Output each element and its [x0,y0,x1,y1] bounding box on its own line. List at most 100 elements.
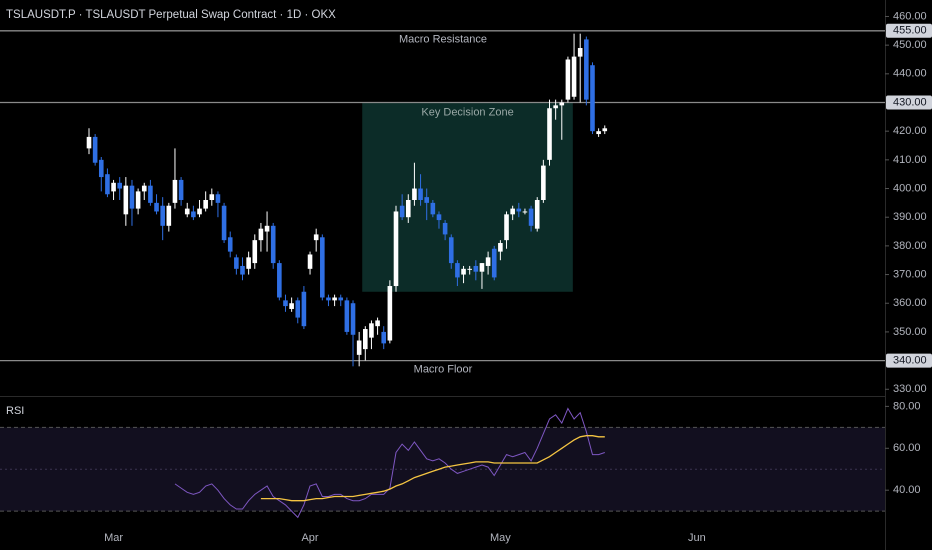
candle-body [528,208,534,226]
candle-body [129,185,135,209]
y-tick-label: 330.00 [893,383,927,395]
candle-body [135,191,141,209]
candle-body [160,205,165,226]
candle-body [184,208,190,215]
candle-body [442,222,448,235]
y-tick-label: 440.00 [893,68,927,80]
candle-body [289,303,294,309]
candle-body [338,297,344,301]
y-tick-label: 40.00 [893,484,921,496]
candle-body [461,268,466,275]
level-label-box [886,353,932,368]
level-label: 340.00 [893,354,927,366]
candle-body [559,102,565,106]
candle-body [381,331,387,344]
candle-body [350,303,356,335]
candle-body [498,243,503,252]
candle-body [491,248,497,278]
candle-body [332,297,337,301]
y-tick-label: 460.00 [893,10,927,22]
pane-title: RSI [6,405,24,417]
candle-body [123,185,129,215]
candle-body [375,320,380,327]
candle-body [264,225,270,232]
y-tick-label: 60.00 [893,442,921,454]
candle-body [252,240,258,264]
rsi-line [174,407,605,519]
candle-body [393,211,399,287]
candle-body [541,165,546,200]
candle-body [547,108,552,160]
zone-label: Key Decision Zone [421,106,513,118]
candle-body [197,208,202,215]
rsi-band [0,427,885,512]
candle-body [326,297,331,301]
candle-body [510,208,515,215]
candle-body [227,237,233,252]
level-label-box [886,23,932,38]
candle-body [424,197,429,203]
candle-body [270,225,276,264]
level-label-box [886,95,932,110]
candle-body [166,205,172,226]
candle-body [86,136,92,149]
candle-body [590,65,595,132]
candle-body [117,182,122,189]
candle-body [178,179,184,200]
candle-body [141,185,147,192]
candle-body [436,214,442,221]
candle-body [387,286,393,341]
x-tick-label: May [490,532,511,544]
candle-body [363,329,368,350]
level-label: 455.00 [893,25,927,37]
candle-body [522,211,528,213]
candle-body [405,200,411,218]
level-text: Macro Resistance [399,34,487,46]
candle-body [240,265,245,275]
candle-body [313,234,319,241]
candle-body [258,228,264,241]
y-tick-label: 400.00 [893,182,927,194]
candle-body [105,174,110,195]
y-tick-label: 370.00 [893,268,927,280]
candle-body [172,179,178,203]
candle-body [399,205,405,218]
candle-body [356,340,362,355]
candle-body [203,200,208,209]
candle-body [596,131,601,135]
x-tick-label: Mar [104,532,123,544]
candle-body [246,257,251,269]
candle-body [191,211,196,218]
candle-body [467,268,472,270]
candle-body [344,300,350,332]
candle-body [98,159,104,178]
candle-body [571,56,577,97]
plot: Key Decision Zone 460.00 450.00 440.00 420.0… [0,10,932,544]
candle-body [92,136,98,163]
candle-body [221,205,227,241]
candle-body [418,188,423,200]
candle-body [485,257,491,266]
level-text: Macro Floor [414,363,473,375]
level-label: 430.00 [893,96,927,108]
candle-body [154,202,159,212]
candle-body [553,105,558,109]
candle-body [584,39,589,100]
y-tick-label: 80.00 [893,400,921,412]
candle-body [534,200,540,229]
candle-body [602,128,608,132]
candle-body [473,265,479,272]
candle-body [277,263,282,298]
candle-body [448,237,454,264]
y-tick-label: 380.00 [893,240,927,252]
candle-body [301,291,307,327]
candle-body [295,300,301,318]
candle-body [455,263,460,278]
y-tick-label: 410.00 [893,154,927,166]
chart-title: TSLAUSDT.P · TSLAUSDT Perpetual Swap Con… [6,9,336,21]
candle-body [307,254,313,269]
candle-body [283,300,288,307]
y-tick-label: 360.00 [893,297,927,309]
candle-body [320,237,325,298]
